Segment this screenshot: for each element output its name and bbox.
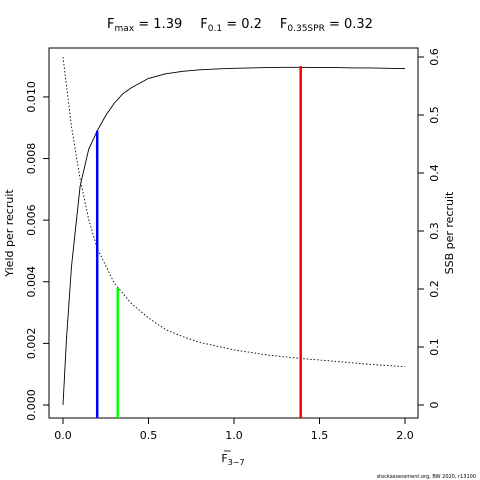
f01-value: = 0.2 [222,17,262,32]
y-left-tick-label: 0.006 [25,204,38,236]
f01-label: F [200,17,207,32]
f01-sub: 0.1 [208,24,222,34]
x-tick-label: 2.0 [396,429,414,442]
x-tick-label: 1.0 [225,429,243,442]
y-left-tick-label: 0.008 [25,143,38,175]
y-right-axis: 0 0.1 0.2 0.3 0.4 0.5 0.6 [418,48,441,409]
x-axis-title-sub: 3−7 [228,458,245,467]
y-right-axis-title: SSB per recruit [443,191,456,274]
plot-frame [48,47,419,419]
y-left-axis-title: Yield per recruit [3,189,16,278]
fmax-sub: max [115,24,135,34]
y-left-tick-label: 0.010 [25,81,38,113]
x-axis: 0.0 0.5 1.0 1.5 2.0 [54,418,414,442]
y-left-axis: 0.000 0.002 0.004 0.006 0.008 0.010 [25,81,49,421]
yield-per-recruit-line [62,66,406,406]
y-right-tick-label: 0.2 [428,280,441,298]
x-tick-label: 0.5 [140,429,158,442]
y-right-tick-label: 0 [428,402,441,409]
y-right-tick-label: 0.4 [428,164,441,182]
series-layer [62,56,406,406]
chart-title: Fmax = 1.39 F0.1 = 0.2 F0.35SPR = 0.32 [107,17,373,34]
reference-lines [95,66,302,418]
x-axis-title-main: F [221,452,227,465]
fmax-label: F [107,17,114,32]
fspr-sub: 0.35SPR [287,24,324,34]
x-tick-label: 1.5 [311,429,329,442]
x-tick-label: 0.0 [54,429,72,442]
y-right-tick-label: 0.6 [428,48,441,66]
y-right-tick-label: 0.1 [428,338,441,356]
fspr-label: F [280,17,287,32]
footer-credit: stockassessment.org, BW 2020, r13100 [377,474,476,480]
x-axis-title: F3−7 [221,452,244,467]
y-left-tick-label: 0.002 [25,328,38,360]
y-left-tick-label: 0.000 [25,389,38,421]
fmax-value: = 1.39 [134,17,182,32]
y-right-tick-label: 0.3 [428,222,441,240]
ssb-per-recruit-line [62,56,406,368]
fspr-value: = 0.32 [325,17,373,32]
y-left-tick-label: 0.004 [25,266,38,298]
y-right-tick-label: 0.5 [428,106,441,124]
